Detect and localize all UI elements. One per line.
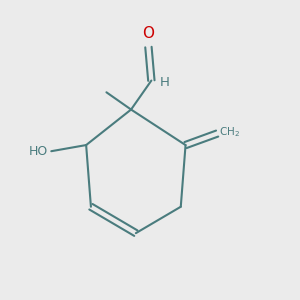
Text: HO: HO [29,145,49,158]
Text: O: O [142,26,154,41]
Text: H: H [160,76,170,89]
Text: CH$_2$: CH$_2$ [219,125,240,139]
